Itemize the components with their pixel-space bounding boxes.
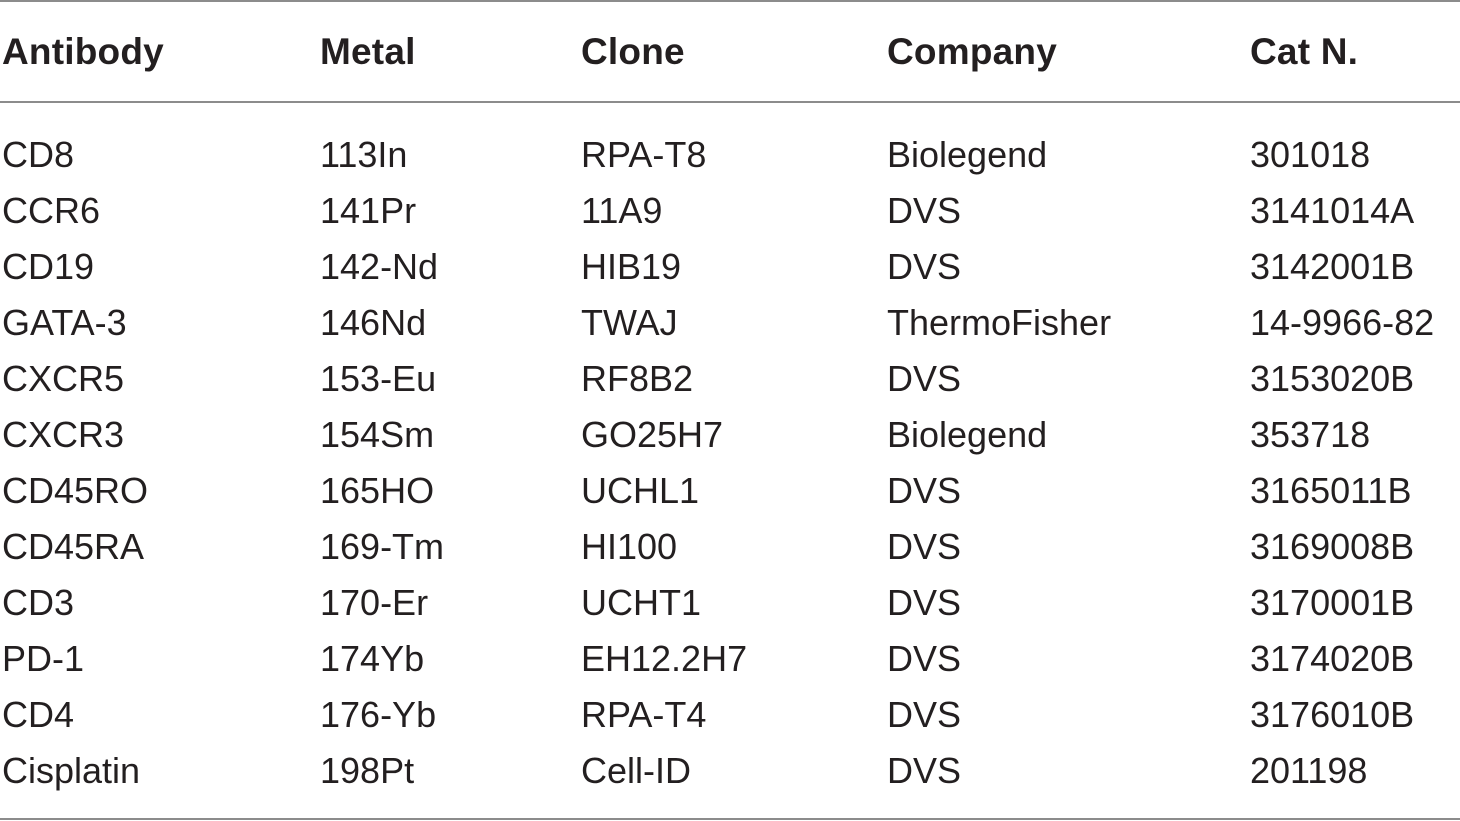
cell-metal: 176-Yb [320, 694, 437, 735]
cell-clone: TWAJ [581, 302, 678, 343]
cell-clone: HIB19 [581, 246, 682, 287]
cell-company: DVS [887, 470, 962, 511]
table-spacer [0, 103, 1460, 127]
table-row: CD8 113In RPA-T8 Biolegend 301018 [0, 127, 1460, 183]
cell-clone: Cell-ID [581, 750, 692, 791]
table-bottom-rule [0, 818, 1460, 820]
table-header-rule [0, 101, 1460, 103]
cell-metal: 146Nd [320, 302, 427, 343]
cell-company: DVS [887, 582, 962, 623]
cell-metal: 174Yb [320, 638, 425, 679]
cell-cat-number: 3153020B [1250, 358, 1415, 399]
cell-antibody: Cisplatin [2, 750, 141, 791]
antibody-table: Antibody Metal Clone Company Cat N. CD8 1… [0, 0, 1460, 799]
table-row: CD45RA 169-Tm HI100 DVS 3169008B [0, 519, 1460, 575]
header-clone: Clone [581, 30, 685, 72]
table-top-rule [0, 0, 1460, 2]
cell-cat-number: 3170001B [1250, 582, 1415, 623]
cell-cat-number: 353718 [1250, 414, 1371, 455]
table-row: CXCR3 154Sm GO25H7 Biolegend 353718 [0, 407, 1460, 463]
cell-clone: 11A9 [581, 190, 663, 231]
cell-company: DVS [887, 638, 962, 679]
cell-company: Biolegend [887, 414, 1048, 455]
table-body: CD8 113In RPA-T8 Biolegend 301018 CCR6 141Pr 11… [0, 103, 1460, 799]
table-row: CD3 170-Er UCHT1 DVS 3170001B [0, 575, 1460, 631]
cell-cat-number: 3142001B [1250, 246, 1415, 287]
cell-metal: 142-Nd [320, 246, 439, 287]
cell-metal: 113In [320, 134, 408, 175]
cell-cat-number: 3176010B [1250, 694, 1415, 735]
cell-antibody: CD4 [2, 694, 75, 735]
header-company: Company [887, 30, 1057, 72]
cell-clone: RF8B2 [581, 358, 694, 399]
cell-company: Biolegend [887, 134, 1048, 175]
table-header: Antibody Metal Clone Company Cat N. [0, 0, 1460, 103]
table-row: CCR6 141Pr 11A9 DVS 3141014A [0, 183, 1460, 239]
cell-antibody: GATA-3 [2, 302, 127, 343]
cell-cat-number: 201198 [1250, 750, 1368, 791]
cell-metal: 154Sm [320, 414, 435, 455]
cell-antibody: CD45RO [2, 470, 149, 511]
cell-company: DVS [887, 190, 962, 231]
cell-company: DVS [887, 750, 962, 791]
cell-cat-number: 301018 [1250, 134, 1371, 175]
cell-antibody: PD-1 [2, 638, 85, 679]
cell-clone: GO25H7 [581, 414, 724, 455]
cell-cat-number: 14-9966-82 [1250, 302, 1435, 343]
cell-company: DVS [887, 358, 962, 399]
header-cat-number: Cat N. [1250, 30, 1359, 72]
cell-cat-number: 3165011B [1250, 470, 1412, 511]
table-spacer-cell [0, 103, 1460, 127]
table-row: Cisplatin 198Pt Cell-ID DVS 201198 [0, 743, 1460, 799]
cell-cat-number: 3141014A [1250, 190, 1415, 231]
cell-antibody: CXCR5 [2, 358, 125, 399]
cell-metal: 165HO [320, 470, 435, 511]
cell-metal: 169-Tm [320, 526, 445, 567]
cell-clone: UCHL1 [581, 470, 700, 511]
header-row: Antibody Metal Clone Company Cat N. [0, 0, 1460, 103]
table-row: CD19 142-Nd HIB19 DVS 3142001B [0, 239, 1460, 295]
cell-antibody: CD3 [2, 582, 75, 623]
cell-cat-number: 3169008B [1250, 526, 1415, 567]
table-row: GATA-3 146Nd TWAJ ThermoFisher 14-9966-82 [0, 295, 1460, 351]
cell-clone: EH12.2H7 [581, 638, 748, 679]
cell-company: DVS [887, 246, 962, 287]
cell-cat-number: 3174020B [1250, 638, 1415, 679]
cell-antibody: CD19 [2, 246, 95, 287]
header-metal: Metal [320, 30, 416, 72]
cell-metal: 170-Er [320, 582, 429, 623]
cell-company: DVS [887, 526, 962, 567]
cell-clone: RPA-T8 [581, 134, 707, 175]
cell-metal: 153-Eu [320, 358, 437, 399]
cell-antibody: CD45RA [2, 526, 145, 567]
cell-antibody: CCR6 [2, 190, 101, 231]
table-row: CD4 176-Yb RPA-T4 DVS 3176010B [0, 687, 1460, 743]
cell-antibody: CD8 [2, 134, 75, 175]
cell-clone: HI100 [581, 526, 678, 567]
cell-company: ThermoFisher [887, 302, 1112, 343]
table-row: CD45RO 165HO UCHL1 DVS 3165011B [0, 463, 1460, 519]
table-row: PD-1 174Yb EH12.2H7 DVS 3174020B [0, 631, 1460, 687]
cell-metal: 141Pr [320, 190, 417, 231]
cell-antibody: CXCR3 [2, 414, 125, 455]
cell-metal: 198Pt [320, 750, 415, 791]
cell-clone: UCHT1 [581, 582, 702, 623]
table-row: CXCR5 153-Eu RF8B2 DVS 3153020B [0, 351, 1460, 407]
cell-clone: RPA-T4 [581, 694, 707, 735]
cell-company: DVS [887, 694, 962, 735]
header-antibody: Antibody [2, 30, 164, 72]
